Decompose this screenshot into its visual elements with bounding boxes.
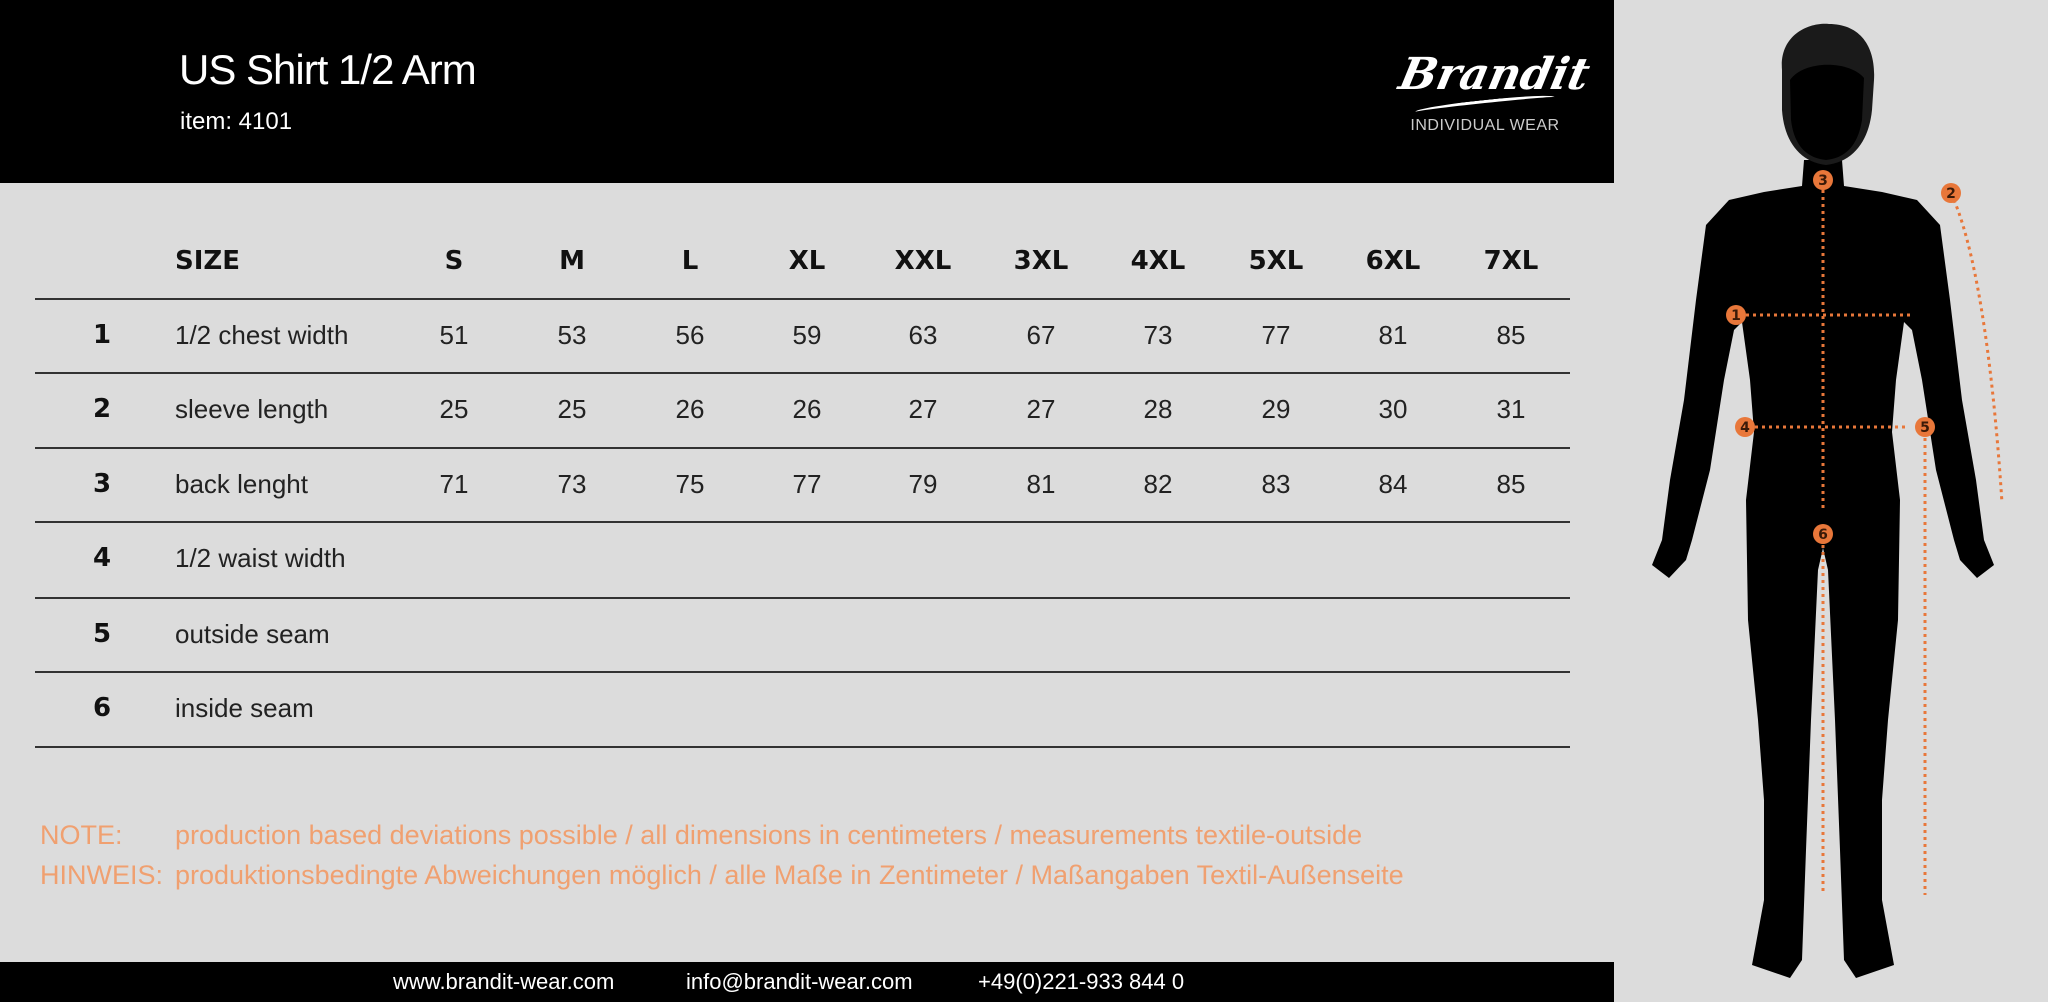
size-column-header: 4XL	[1130, 246, 1186, 276]
row-number: 5	[92, 619, 112, 649]
face-shadow	[1790, 64, 1864, 160]
table-cell: 30	[1378, 394, 1408, 424]
row-number: 2	[92, 394, 112, 424]
size-column-header: XXL	[894, 246, 952, 276]
marker-circle	[1915, 417, 1935, 437]
table-cell: 84	[1378, 469, 1408, 499]
table-cell: 53	[557, 320, 587, 350]
table-cell: 51	[439, 320, 469, 350]
item-number: item: 4101	[180, 108, 293, 135]
note-text: production based deviations possible / a…	[175, 820, 1363, 850]
table-cell: 27	[908, 394, 938, 424]
table-cell: 77	[792, 469, 822, 499]
table-divider	[35, 671, 1570, 673]
brand-logo: Brandit INDIVIDUAL WEAR	[1395, 49, 1595, 135]
logo-tagline: INDIVIDUAL WEAR	[1410, 117, 1560, 134]
size-column-header: S	[444, 246, 464, 276]
marker-circle	[1726, 305, 1746, 325]
table-cell: 81	[1378, 320, 1408, 350]
row-label: 1/2 waist width	[175, 543, 346, 573]
table-cell: 27	[1026, 394, 1056, 424]
table-cell: 67	[1026, 320, 1056, 350]
table-divider	[35, 597, 1570, 599]
footer-bar: www.brandit-wear.com info@brandit-wear.c…	[0, 962, 1614, 1002]
marker-number: 2	[1946, 186, 1956, 202]
marker-circle	[1813, 524, 1833, 544]
hinweis-text: produktionsbedingte Abweichungen möglich…	[175, 860, 1404, 890]
row-number: 1	[92, 320, 112, 350]
table-cell: 25	[557, 394, 587, 424]
table-cell: 83	[1261, 469, 1291, 499]
header-bar: US Shirt 1/2 Arm item: 4101 Brandit INDI…	[0, 0, 1614, 183]
table-divider	[35, 521, 1570, 523]
table-divider	[35, 746, 1570, 748]
marker-circle	[1735, 417, 1755, 437]
table-cell: 31	[1496, 394, 1526, 424]
table-divider	[35, 372, 1570, 374]
marker-circle	[1941, 183, 1961, 203]
table-cell: 59	[792, 320, 822, 350]
footer-phone: +49(0)221-933 844 0	[978, 969, 1185, 994]
size-column-header: 5XL	[1248, 246, 1304, 276]
size-column-header: 7XL	[1483, 246, 1539, 276]
table-cell: 75	[675, 469, 705, 499]
row-label: outside seam	[175, 619, 330, 649]
table-divider	[35, 298, 1570, 300]
sleeve-line	[1952, 199, 2004, 504]
size-column-header: 3XL	[1013, 246, 1069, 276]
measurement-lines	[1746, 190, 2004, 895]
row-label: 1/2 chest width	[175, 320, 349, 350]
marker-circle	[1813, 170, 1833, 190]
table-cell: 85	[1496, 469, 1526, 499]
product-title: US Shirt 1/2 Arm	[179, 46, 477, 93]
table-cell: 71	[439, 469, 469, 499]
marker-number: 3	[1818, 173, 1828, 189]
table-cell: 29	[1261, 394, 1291, 424]
row-label: inside seam	[175, 693, 314, 723]
table-cell: 82	[1143, 469, 1173, 499]
table-cell: 28	[1143, 394, 1173, 424]
table-cell: 73	[557, 469, 587, 499]
table-divider	[35, 447, 1570, 449]
table-cell: 25	[439, 394, 469, 424]
marker-number: 5	[1920, 420, 1930, 436]
table-cell: 26	[675, 394, 705, 424]
marker-number: 6	[1818, 527, 1828, 543]
footer-email: info@brandit-wear.com	[686, 969, 913, 994]
size-column-header: 6XL	[1365, 246, 1421, 276]
table-cell: 56	[675, 320, 705, 350]
table-cell: 26	[792, 394, 822, 424]
table-cell: 81	[1026, 469, 1056, 499]
row-label: sleeve length	[175, 394, 329, 424]
size-column-header: M	[559, 246, 585, 276]
table-cell: 85	[1496, 320, 1526, 350]
table-cell: 79	[908, 469, 938, 499]
row-number: 6	[92, 693, 112, 723]
row-number: 3	[92, 469, 112, 499]
size-column-header: XL	[788, 246, 826, 276]
table-cell: 63	[908, 320, 938, 350]
footer-website: www.brandit-wear.com	[393, 969, 615, 994]
hinweis-label: HINWEIS:	[40, 860, 164, 890]
size-header: SIZE	[175, 246, 241, 276]
marker-number: 1	[1731, 308, 1741, 324]
table-cell: 77	[1261, 320, 1291, 350]
marker-number: 4	[1740, 420, 1750, 436]
row-label: back lenght	[175, 469, 308, 499]
size-column-header: L	[681, 246, 699, 276]
table-cell: 73	[1143, 320, 1173, 350]
logo-brand-text: Brandit	[1394, 49, 1595, 100]
note-label: NOTE:	[40, 820, 123, 850]
row-number: 4	[92, 543, 112, 573]
measurement-figure: 1 2 3 4 5 6	[1652, 23, 2004, 978]
